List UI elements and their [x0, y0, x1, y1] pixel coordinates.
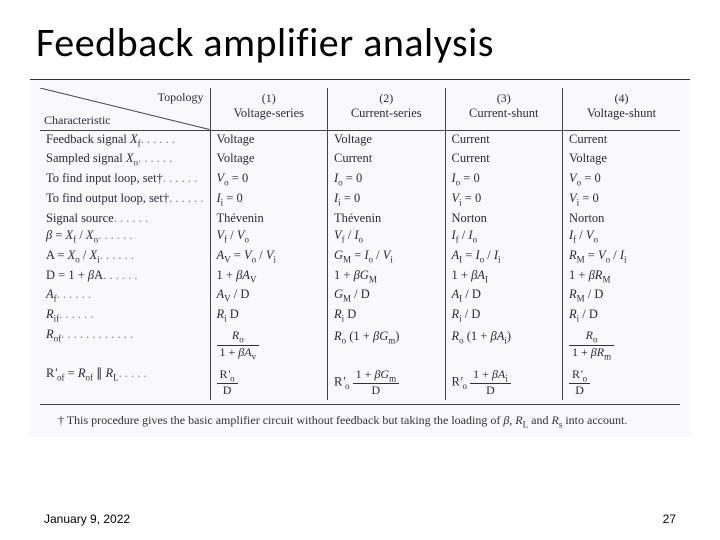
table-row-rofp: R'of = Rof ∥ RL. . . . .R'oDR'o 1 + βGmD… [40, 365, 680, 400]
header-topology-label: Topology [158, 90, 204, 105]
table-cell: Current [328, 150, 446, 170]
row-label: Af. . . . . . [40, 286, 210, 306]
table-cell: Vf / Io [328, 227, 446, 247]
table-row: Rif. . . . . .Ri DRi DRi / DRi / D [40, 306, 680, 326]
table-cell: Voltage [563, 150, 681, 170]
col-header-3: (3) Current-shunt [445, 88, 563, 130]
slide-footer: January 9, 2022 27 [44, 512, 676, 526]
footer-date: January 9, 2022 [44, 512, 130, 526]
table-cell: 1 + βAI [445, 267, 563, 287]
row-label: A = Xo / Xi. . . . . . [40, 247, 210, 267]
table-cell: If / Io [445, 227, 563, 247]
table-cell: R'o 1 + βAiD [445, 365, 563, 400]
table-cell: Voltage [328, 131, 446, 151]
table-cell: Voltage [210, 150, 328, 170]
row-label: Feedback signal Xf. . . . . . [40, 131, 210, 151]
table-cell: Current [445, 150, 563, 170]
table-row: Af. . . . . .AV / DGM / DAI / DRM / D [40, 286, 680, 306]
table-cell: Ri D [210, 306, 328, 326]
row-label: Sampled signal Xo. . . . . . [40, 150, 210, 170]
table-cell: 1 + βAV [210, 267, 328, 287]
table-cell: Ri / D [445, 306, 563, 326]
table-cell: R'o 1 + βGmD [328, 365, 446, 400]
table-cell: Thévenin [328, 210, 446, 228]
table-cell: AI = Io / Ii [445, 247, 563, 267]
table-row: β = Xf / Xo. . . . . .Vf / VoVf / IoIf /… [40, 227, 680, 247]
table-cell: 1 + βRM [563, 267, 681, 287]
table-cell: R'oD [563, 365, 681, 400]
table-cell: Ro (1 + βAi) [445, 326, 563, 365]
table-scan: Topology Characteristic (1) Voltage-seri… [30, 79, 690, 437]
table-cell: Ro (1 + βGm) [328, 326, 446, 365]
table-row: Feedback signal Xf. . . . . .VoltageVolt… [40, 131, 680, 151]
table-cell: Vf / Vo [210, 227, 328, 247]
slide: Feedback amplifier analysis Topology Cha… [0, 0, 720, 540]
table-cell: GM / D [328, 286, 446, 306]
row-label: R'of = Rof ∥ RL. . . . . [40, 365, 210, 400]
table-cell: Io = 0 [328, 170, 446, 190]
topology-table: Topology Characteristic (1) Voltage-seri… [40, 88, 680, 400]
table-cell: R'oD [210, 365, 328, 400]
table-cell: Vo = 0 [563, 170, 681, 190]
table-head: Topology Characteristic (1) Voltage-seri… [40, 88, 680, 131]
table-row-rof: Rof. . . . . . . . . . . .Ro1 + βAvRo (1… [40, 326, 680, 365]
table-cell: Thévenin [210, 210, 328, 228]
page-title: Feedback amplifier analysis [36, 18, 690, 67]
table-row: To find output loop, set†. . . . . .Ii =… [40, 190, 680, 210]
table-row: D = 1 + βA. . . . . .1 + βAV1 + βGM1 + β… [40, 267, 680, 287]
col-header-4: (4) Voltage-shunt [563, 88, 681, 130]
table-cell: If / Vo [563, 227, 681, 247]
table-cell: Norton [445, 210, 563, 228]
table-cell: Ro1 + βAv [210, 326, 328, 365]
table-cell: Vi = 0 [445, 190, 563, 210]
table-cell: Ii = 0 [328, 190, 446, 210]
table-cell: GM = Io / Vi [328, 247, 446, 267]
table-cell: Io = 0 [445, 170, 563, 190]
row-label: D = 1 + βA. . . . . . [40, 267, 210, 287]
row-label: Rif. . . . . . [40, 306, 210, 326]
col-header-1: (1) Voltage-series [210, 88, 328, 130]
table-row: A = Xo / Xi. . . . . .AV = Vo / ViGM = I… [40, 247, 680, 267]
table-row: Sampled signal Xo. . . . . .VoltageCurre… [40, 150, 680, 170]
table-cell: RM = Vo / Ii [563, 247, 681, 267]
table-cell: AV / D [210, 286, 328, 306]
table-cell: Ri D [328, 306, 446, 326]
footnote: † This procedure gives the basic amplifi… [40, 405, 680, 431]
row-label: Rof. . . . . . . . . . . . [40, 326, 210, 365]
header-characteristic-label: Characteristic [44, 113, 111, 128]
table-body: Feedback signal Xf. . . . . .VoltageVolt… [40, 131, 680, 400]
row-label: To find input loop, set†. . . . . . [40, 170, 210, 190]
table-cell: 1 + βGM [328, 267, 446, 287]
row-label: β = Xf / Xo. . . . . . [40, 227, 210, 247]
table-row: Signal source. . . . . .ThéveninThévenin… [40, 210, 680, 228]
table-cell: AI / D [445, 286, 563, 306]
table-row: To find input loop, set†. . . . . .Vo = … [40, 170, 680, 190]
table-cell: Vi = 0 [563, 190, 681, 210]
table-cell: AV = Vo / Vi [210, 247, 328, 267]
table-cell: Ii = 0 [210, 190, 328, 210]
table-cell: Ro1 + βRm [563, 326, 681, 365]
table-cell: RM / D [563, 286, 681, 306]
table-cell: Current [445, 131, 563, 151]
col-header-2: (2) Current-series [328, 88, 446, 130]
header-diagonal-cell: Topology Characteristic [40, 88, 210, 130]
table-cell: Voltage [210, 131, 328, 151]
table-cell: Norton [563, 210, 681, 228]
table-cell: Current [563, 131, 681, 151]
table-cell: Vo = 0 [210, 170, 328, 190]
row-label: Signal source. . . . . . [40, 210, 210, 228]
row-label: To find output loop, set†. . . . . . [40, 190, 210, 210]
footer-page-number: 27 [663, 512, 676, 526]
table-cell: Ri / D [563, 306, 681, 326]
